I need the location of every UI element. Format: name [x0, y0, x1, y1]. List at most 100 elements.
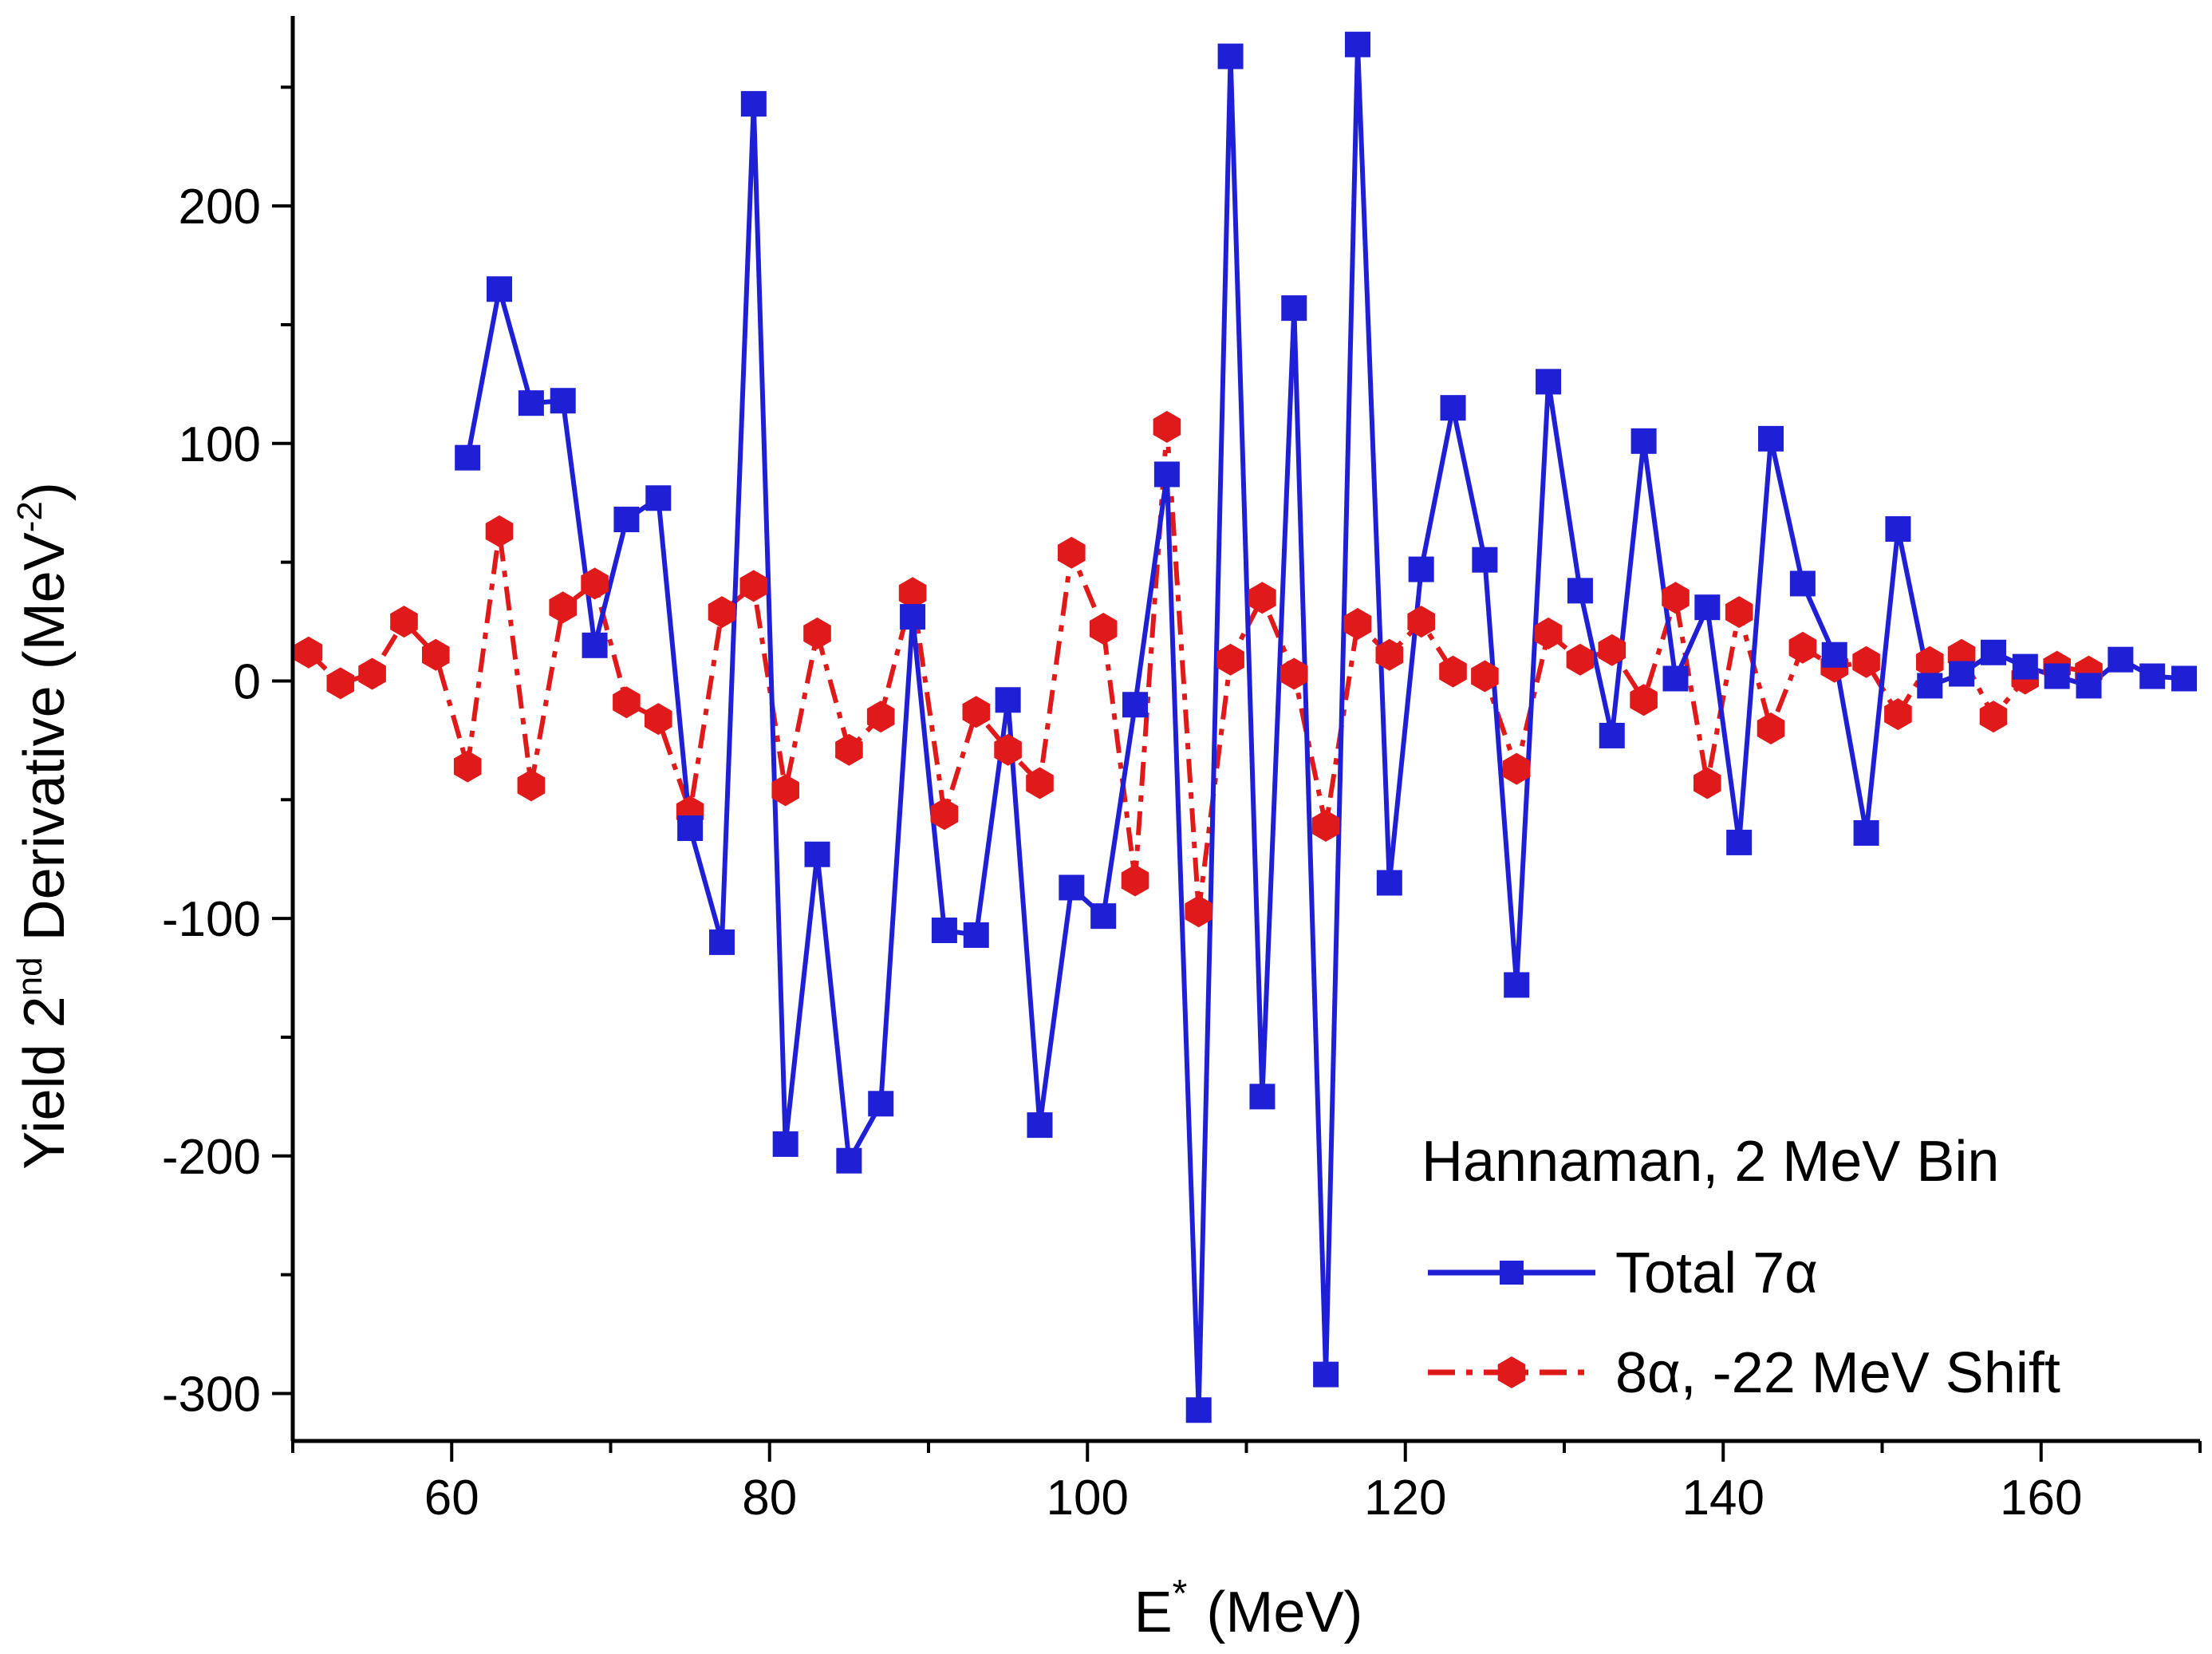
data-point-total-7alpha	[1313, 1361, 1339, 1388]
data-point-8alpha-shift	[581, 567, 609, 600]
data-point-8alpha-shift	[1534, 617, 1563, 649]
data-point-total-7alpha	[677, 815, 704, 842]
data-point-total-7alpha	[1758, 425, 1784, 452]
data-point-8alpha-shift	[1788, 631, 1817, 664]
data-point-total-7alpha	[582, 632, 608, 658]
data-point-8alpha-shift	[1121, 864, 1149, 897]
data-point-8alpha-shift	[1662, 582, 1690, 614]
data-point-8alpha-shift	[1566, 643, 1595, 676]
x-axis-title-unit: (MeV)	[1206, 1581, 1362, 1644]
data-point-8alpha-shift	[898, 577, 927, 610]
axes-frame	[290, 16, 2200, 1443]
data-point-total-7alpha	[1567, 578, 1593, 604]
y-tick-label: 100	[179, 417, 261, 472]
data-point-total-7alpha	[1059, 874, 1085, 901]
x-axis-title-sup: *	[1173, 1573, 1188, 1615]
data-point-total-7alpha	[1821, 641, 1847, 668]
data-point-total-7alpha	[2044, 663, 2070, 689]
data-point-8alpha-shift	[803, 617, 831, 649]
data-point-total-7alpha	[2012, 653, 2038, 680]
data-point-8alpha-shift	[771, 774, 799, 807]
data-point-total-7alpha	[1122, 692, 1149, 718]
data-point-total-7alpha	[1504, 972, 1530, 998]
data-point-total-7alpha	[1376, 870, 1402, 896]
data-point-8alpha-shift	[1439, 655, 1467, 688]
data-point-total-7alpha	[1027, 1112, 1053, 1139]
data-point-total-7alpha	[1153, 461, 1180, 488]
data-point-total-7alpha	[1599, 722, 1625, 748]
data-point-total-7alpha	[1090, 903, 1117, 930]
data-point-8alpha-shift	[358, 657, 386, 690]
data-point-total-7alpha	[1789, 570, 1816, 597]
data-point-total-7alpha	[1662, 665, 1689, 692]
data-point-8alpha-shift	[1471, 660, 1499, 693]
data-point-total-7alpha	[1630, 428, 1657, 454]
data-point-8alpha-shift	[962, 696, 991, 728]
data-point-8alpha-shift	[1979, 701, 2008, 733]
data-point-8alpha-shift	[485, 515, 514, 547]
x-tick-label: 60	[424, 1470, 479, 1526]
data-point-8alpha-shift	[994, 733, 1022, 766]
x-tick-label: 100	[1047, 1470, 1129, 1526]
data-point-total-7alpha	[1472, 547, 1498, 573]
data-point-8alpha-shift	[1248, 582, 1276, 614]
data-point-total-7alpha	[2171, 665, 2198, 692]
data-point-8alpha-shift	[390, 606, 418, 638]
data-point-8alpha-shift	[549, 591, 577, 624]
data-point-total-7alpha	[804, 841, 830, 867]
data-point-8alpha-shift	[708, 596, 736, 629]
data-point-8alpha-shift	[294, 636, 323, 669]
data-point-8alpha-shift	[866, 701, 895, 733]
x-tick-label: 80	[742, 1470, 797, 1526]
x-tick-label: 160	[2000, 1470, 2082, 1526]
data-point-8alpha-shift	[517, 769, 546, 802]
data-point-8alpha-shift	[613, 686, 641, 719]
data-point-8alpha-shift	[1216, 643, 1244, 676]
data-point-total-7alpha	[1885, 515, 1911, 542]
x-axis-ticks: 60 80 100 120 140 160	[291, 1441, 2202, 1526]
data-point-8alpha-shift	[835, 733, 863, 766]
y-tick-label: 0	[234, 654, 261, 709]
y-axis-title-sup1: nd	[10, 957, 49, 996]
y-axis-title-pre: Yield 2	[13, 996, 77, 1169]
legend-marker-8alpha-shift	[1497, 1356, 1526, 1388]
data-point-total-7alpha	[931, 918, 957, 944]
data-point-total-7alpha	[1980, 639, 2006, 665]
legend-label-8alpha-shift: 8α, -22 MeV Shift	[1615, 1341, 2060, 1405]
data-point-total-7alpha	[1408, 556, 1434, 582]
y-tick-label: 200	[179, 180, 261, 235]
data-point-8alpha-shift	[1407, 606, 1435, 638]
data-point-total-7alpha	[1249, 1084, 1276, 1110]
data-point-8alpha-shift	[1630, 684, 1658, 716]
data-point-total-7alpha	[900, 604, 926, 630]
data-point-total-7alpha	[740, 91, 767, 117]
data-point-total-7alpha	[2108, 646, 2134, 673]
y-tick-label: -200	[162, 1130, 261, 1185]
series-line-total-7alpha	[465, 41, 2185, 1413]
data-point-total-7alpha	[1726, 829, 1753, 855]
y-axis-title: Yield 2nd Derivative (MeV-2)	[10, 482, 77, 1170]
x-tick-label: 120	[1364, 1470, 1446, 1526]
data-point-8alpha-shift	[1502, 752, 1531, 785]
data-point-total-7alpha	[868, 1091, 894, 1117]
data-point-8alpha-shift	[1884, 698, 1912, 731]
y-axis-title-mid: Derivative (MeV	[13, 532, 77, 957]
legend-label-total-7alpha: Total 7α	[1615, 1241, 1818, 1305]
data-point-8alpha-shift	[1757, 713, 1785, 744]
data-point-8alpha-shift	[1725, 596, 1753, 629]
data-point-total-7alpha	[518, 390, 544, 416]
data-point-total-7alpha	[1185, 1397, 1212, 1423]
x-axis-title: E* (MeV)	[1134, 1573, 1363, 1644]
legend: Hannaman, 2 MeV Bin Total 7α 8α, -22 MeV…	[1421, 1130, 2060, 1405]
data-point-total-7alpha	[1344, 31, 1370, 57]
data-point-total-7alpha	[1217, 43, 1244, 69]
data-point-total-7alpha	[2139, 663, 2166, 689]
data-point-total-7alpha	[487, 276, 513, 302]
y-tick-label: -100	[162, 892, 261, 947]
data-point-total-7alpha	[995, 687, 1021, 713]
data-point-8alpha-shift	[1375, 638, 1404, 671]
data-point-total-7alpha	[550, 388, 576, 414]
data-point-total-7alpha	[836, 1147, 862, 1174]
data-point-8alpha-shift	[1311, 810, 1340, 842]
